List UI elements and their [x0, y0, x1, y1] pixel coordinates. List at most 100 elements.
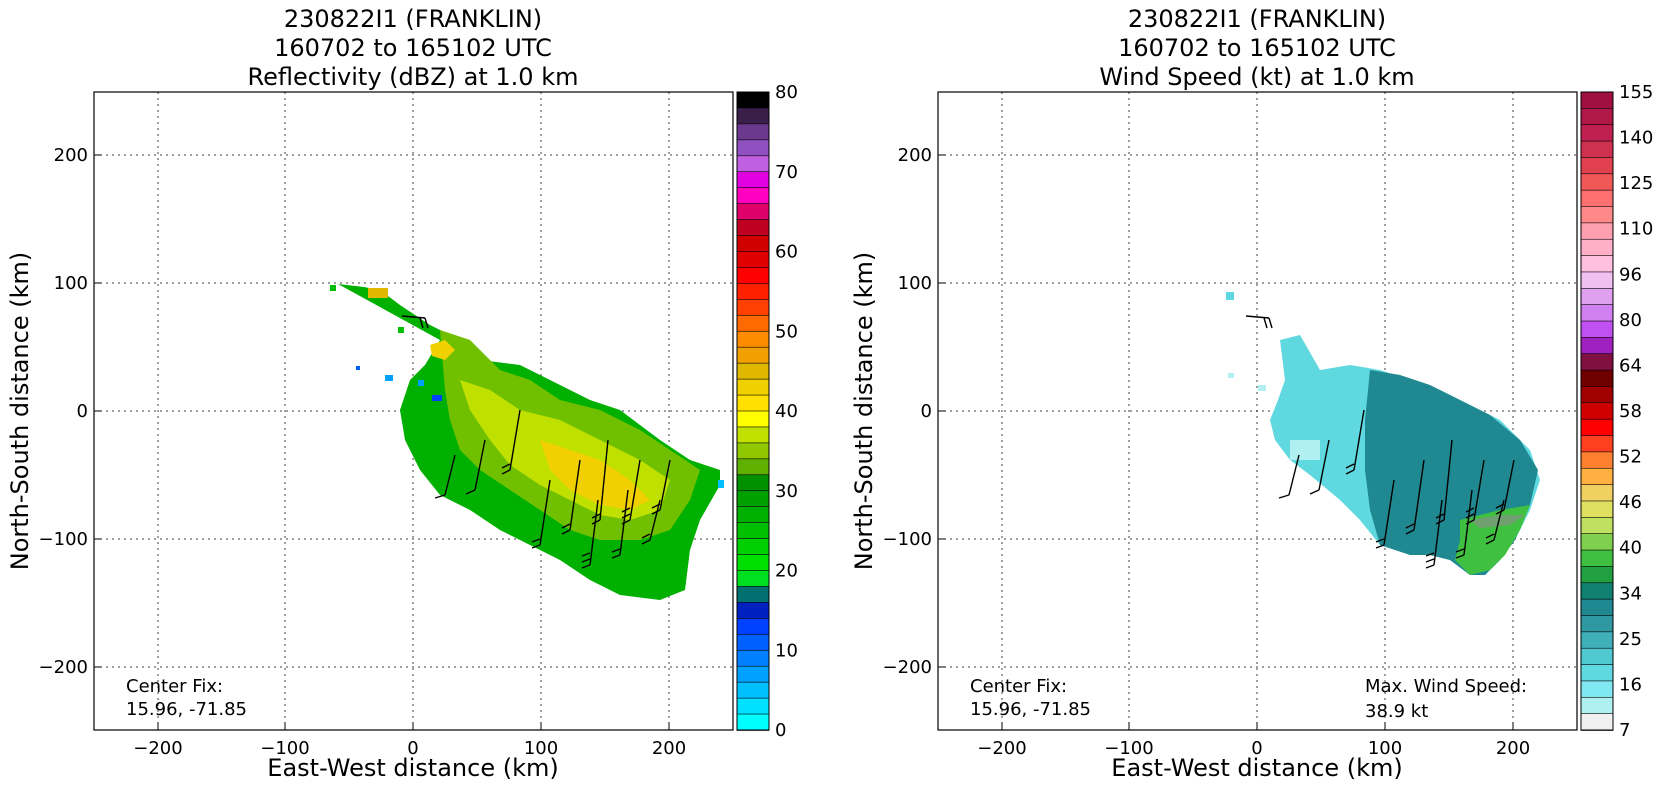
colorbar-tick-label: 96 — [1619, 264, 1642, 285]
colorbar-swatch — [736, 299, 770, 317]
colorbar-tick-label: 40 — [775, 401, 798, 422]
colorbar-swatch — [736, 187, 770, 205]
colorbar-swatch — [1580, 647, 1614, 666]
colorbar-swatch — [1580, 598, 1614, 617]
reflectivity-ytick-label: −200 — [39, 657, 88, 678]
reflectivity-xtick-label: 100 — [524, 738, 558, 759]
colorbar-swatch — [736, 458, 770, 476]
reflectivity-xtick-label: −200 — [133, 738, 182, 759]
reflectivity-center-fix-label: Center Fix: — [126, 676, 223, 697]
reflectivity-colorbar — [736, 91, 770, 731]
colorbar-swatch — [736, 267, 770, 285]
colorbar-tick-label: 80 — [1619, 310, 1642, 331]
colorbar-swatch — [1580, 206, 1614, 224]
colorbar-swatch — [1580, 402, 1614, 420]
colorbar-swatch — [1580, 91, 1614, 110]
wind-speed-field — [1226, 292, 1540, 575]
wind-xtick-label: −100 — [1104, 738, 1153, 759]
max-wind-speed-value: 38.9 kt — [1365, 701, 1428, 722]
colorbar-swatch — [1580, 157, 1614, 175]
colorbar-tick-label: 52 — [1619, 447, 1642, 468]
reflectivity-y-axis-label: North-South distance (km) — [6, 252, 34, 571]
colorbar-swatch — [736, 538, 770, 556]
colorbar-swatch — [736, 665, 770, 683]
colorbar-swatch — [736, 346, 770, 364]
reflectivity-wind-barbs — [401, 315, 671, 569]
colorbar-swatch — [736, 378, 770, 396]
reflectivity-x-axis-label: East-West distance (km) — [267, 754, 558, 782]
wind-xtick-label: 100 — [1368, 738, 1402, 759]
colorbar-tick-label: 20 — [775, 561, 798, 582]
colorbar-swatch — [736, 107, 770, 125]
wind-xtick-label: 0 — [1251, 738, 1262, 759]
wind-center-fix-label: Center Fix: — [970, 676, 1067, 697]
colorbar-swatch — [1580, 696, 1614, 715]
reflectivity-colorbar-ticks: 80 70 60 50 40 30 20 10 0 — [775, 82, 798, 741]
colorbar-swatch — [736, 713, 770, 731]
colorbar-tick-label: 0 — [775, 720, 786, 741]
reflectivity-ytick-label: 100 — [54, 273, 88, 294]
colorbar-swatch — [736, 123, 770, 141]
colorbar-swatch — [1580, 517, 1614, 535]
colorbar-swatch — [736, 91, 770, 109]
colorbar-swatch — [736, 442, 770, 460]
colorbar-swatch — [1580, 467, 1614, 486]
wind-tick-marks — [938, 154, 1514, 730]
colorbar-swatch — [1580, 255, 1614, 273]
wind-x-axis-label: East-West distance (km) — [1111, 754, 1402, 782]
colorbar-swatch — [736, 155, 770, 173]
colorbar-swatch — [736, 586, 770, 604]
colorbar-swatch — [1580, 484, 1614, 502]
colorbar-swatch — [736, 139, 770, 157]
colorbar-tick-label: 16 — [1619, 674, 1642, 695]
colorbar-swatch — [736, 362, 770, 380]
colorbar-swatch — [736, 410, 770, 428]
reflectivity-title-line1: 230822I1 (FRANKLIN) — [284, 5, 542, 33]
colorbar-swatch — [736, 219, 770, 237]
colorbar-swatch — [1580, 435, 1614, 453]
panel-reflectivity: 230822I1 (FRANKLIN) 160702 to 165102 UTC… — [6, 5, 798, 782]
colorbar-swatch — [1580, 680, 1614, 699]
colorbar-tick-label: 34 — [1619, 583, 1642, 604]
colorbar-swatch — [736, 506, 770, 524]
colorbar-swatch — [1580, 566, 1614, 584]
colorbar-swatch — [736, 251, 770, 269]
colorbar-swatch — [736, 203, 770, 221]
colorbar-tick-label: 46 — [1619, 492, 1642, 513]
wind-title-line3: Wind Speed (kt) at 1.0 km — [1099, 63, 1414, 91]
colorbar-swatch — [1580, 418, 1614, 437]
colorbar-swatch — [736, 681, 770, 699]
reflectivity-echo-field — [330, 284, 724, 600]
colorbar-tick-label: 10 — [775, 640, 798, 661]
wind-colorbar — [1580, 91, 1614, 731]
colorbar-tick-label: 30 — [775, 481, 798, 502]
wind-ytick-label: −200 — [883, 657, 932, 678]
colorbar-tick-label: 140 — [1619, 128, 1653, 149]
reflectivity-xtick-label: −100 — [260, 738, 309, 759]
colorbar-swatch — [1580, 108, 1614, 126]
colorbar-tick-label: 80 — [775, 82, 798, 103]
wind-y-axis-label: North-South distance (km) — [850, 252, 878, 571]
colorbar-tick-label: 70 — [775, 162, 798, 183]
colorbar-swatch — [1580, 353, 1614, 371]
reflectivity-ytick-label: 0 — [77, 401, 88, 422]
colorbar-tick-label: 155 — [1619, 82, 1653, 103]
wind-xtick-label: −200 — [977, 738, 1026, 759]
colorbar-swatch — [736, 330, 770, 349]
colorbar-tick-label: 58 — [1619, 401, 1642, 422]
wind-wind-barbs — [1245, 315, 1515, 569]
colorbar-tick-label: 50 — [775, 321, 798, 342]
reflectivity-tick-marks — [94, 154, 670, 730]
wind-colorbar-ticks: 155 140 125 110 96 80 64 58 52 46 40 34 25 16 7 — [1619, 82, 1653, 741]
colorbar-swatch — [1580, 582, 1614, 600]
colorbar-swatch — [736, 522, 770, 540]
colorbar-swatch — [736, 394, 770, 412]
colorbar-swatch — [736, 426, 770, 444]
colorbar-swatch — [1580, 386, 1614, 404]
wind-title-line1: 230822I1 (FRANKLIN) — [1128, 5, 1386, 33]
colorbar-swatch — [1580, 222, 1614, 241]
colorbar-swatch — [736, 554, 770, 572]
colorbar-tick-label: 7 — [1619, 720, 1630, 741]
colorbar-swatch — [1580, 533, 1614, 551]
